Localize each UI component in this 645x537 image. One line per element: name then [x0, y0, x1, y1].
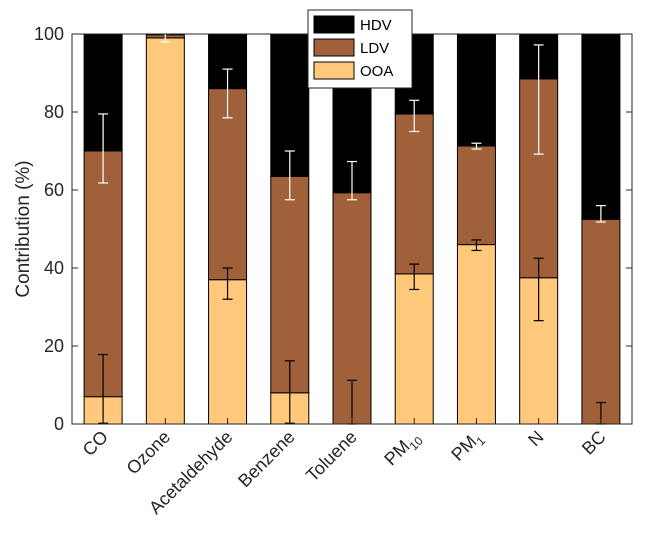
- y-axis-title: Contribution (%): [13, 160, 34, 297]
- x-tick-label-0: CO: [79, 427, 112, 460]
- x-tick-label-1: Ozone: [123, 427, 175, 479]
- bar-ldv-8: [581, 218, 621, 425]
- bar-ooa-5: [394, 273, 434, 425]
- y-tick-label-0: 0: [54, 414, 64, 434]
- legend-swatch-hdv: [313, 15, 355, 34]
- y-tick-label-80: 80: [44, 102, 64, 122]
- bar-hdv-6: [456, 33, 496, 147]
- x-tick-label-4: Toluene: [302, 427, 361, 486]
- x-tick-label-3: Benzene: [234, 427, 298, 491]
- x-tick-label-8: BC: [578, 427, 610, 459]
- bar-hdv-8: [581, 33, 621, 220]
- bar-ooa-6: [456, 244, 496, 425]
- bar-ldv-2: [208, 88, 248, 281]
- x-tick-label-5: PM10: [380, 426, 426, 472]
- y-tick-label-20: 20: [44, 336, 64, 356]
- bar-ooa-2: [208, 279, 248, 425]
- legend-label-ooa: OOA: [360, 63, 393, 80]
- x-tick-label-7: N: [524, 427, 547, 450]
- y-tick-label-40: 40: [44, 258, 64, 278]
- legend-swatch-ldv: [313, 38, 355, 57]
- bar-ldv-5: [394, 113, 434, 275]
- bar-ooa-1: [145, 37, 185, 425]
- legend-label-hdv: HDV: [360, 17, 392, 34]
- x-tick-label-6: PM1: [447, 426, 488, 467]
- legend-swatch-ooa: [313, 61, 355, 80]
- y-tick-label-100: 100: [34, 24, 64, 44]
- bar-ldv-6: [456, 145, 496, 246]
- legend-label-ldv: LDV: [360, 40, 389, 57]
- y-tick-label-60: 60: [44, 180, 64, 200]
